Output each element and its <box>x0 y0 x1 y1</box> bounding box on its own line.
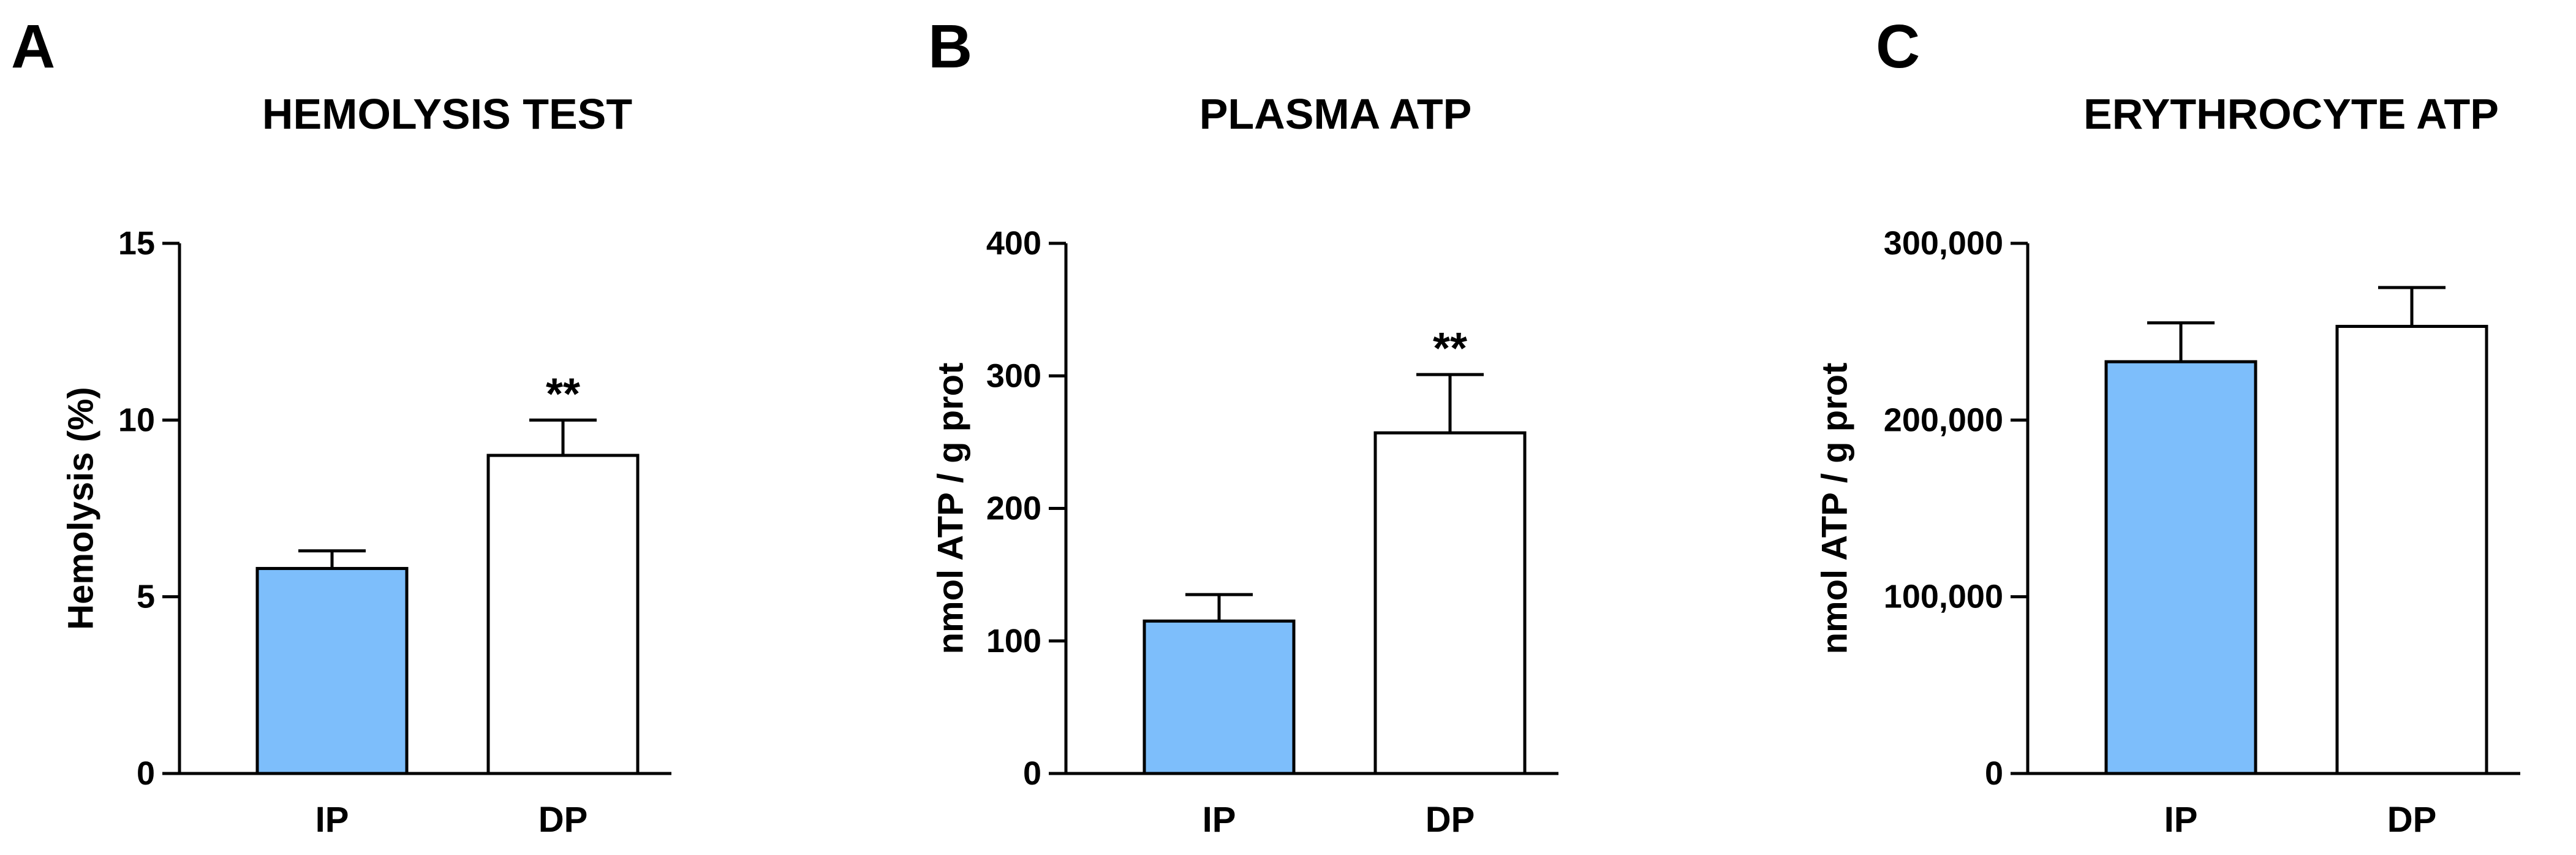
y-tick-label: 300 <box>986 357 1041 394</box>
x-tick-label: DP <box>2387 800 2437 840</box>
y-axis-label: Hemolysis (%) <box>61 387 101 629</box>
chart-title: PLASMA ATP <box>1199 90 1472 138</box>
panel-b: B PLASMA ATP nmol ATP / g prot 0 100 200 300 40… <box>928 12 1558 840</box>
y-tick-label: 10 <box>118 401 155 438</box>
y-tick-label: 200,000 <box>1884 401 2003 438</box>
y-tick-label: 300,000 <box>1884 225 2003 262</box>
panel-letter: B <box>928 12 972 81</box>
y-tick-label: 400 <box>986 225 1041 262</box>
y-tick-label: 0 <box>1985 755 2003 792</box>
x-tick-label: DP <box>1426 800 1475 840</box>
panel-c: C ERYTHROCYTE ATP nmol ATP / g prot 0 100,00… <box>1815 12 2520 840</box>
bar-dp <box>486 454 640 775</box>
panel-letter: A <box>11 12 55 81</box>
bar-dp <box>1373 431 1527 775</box>
significance-marker: ** <box>1433 324 1467 373</box>
chart-title: HEMOLYSIS TEST <box>262 90 632 138</box>
panel-a: A HEMOLYSIS TEST Hemolysis (%) 0 5 10 15 IP ** DP <box>11 12 671 840</box>
bar-ip <box>255 567 409 775</box>
y-tick-label: 100 <box>986 623 1041 659</box>
significance-marker: ** <box>546 370 580 419</box>
x-tick-label: IP <box>315 800 349 840</box>
x-tick-label: IP <box>1203 800 1236 840</box>
bar-ip <box>1143 619 1296 775</box>
panel-letter: C <box>1876 12 1920 81</box>
y-axis-label: nmol ATP / g prot <box>1815 363 1855 655</box>
bar-dp <box>2335 325 2488 775</box>
y-axis-label: nmol ATP / g prot <box>931 363 971 655</box>
y-tick-label: 100,000 <box>1884 579 2003 615</box>
bar-ip <box>2104 360 2257 775</box>
x-tick-label: DP <box>538 800 588 840</box>
y-tick-label: 15 <box>118 225 155 262</box>
y-tick-label: 200 <box>986 490 1041 527</box>
x-tick-label: IP <box>2164 800 2198 840</box>
y-tick-label: 0 <box>137 755 155 792</box>
y-tick-label: 5 <box>137 579 155 615</box>
chart-title: ERYTHROCYTE ATP <box>2083 90 2499 138</box>
y-tick-label: 0 <box>1023 755 1041 792</box>
